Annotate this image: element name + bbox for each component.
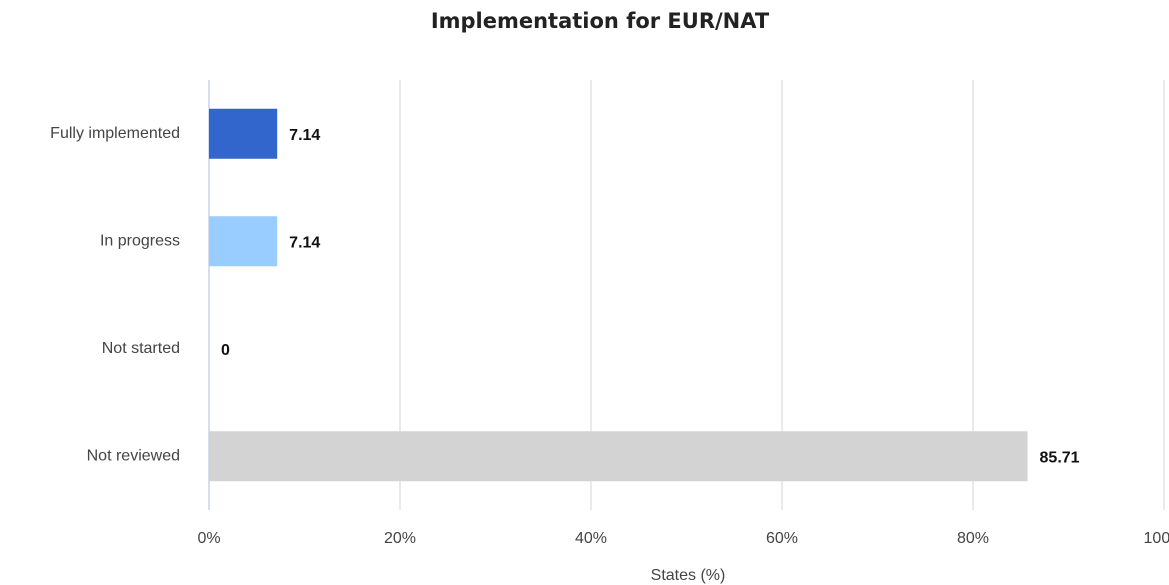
data-label: 85.71 (1040, 449, 1080, 466)
data-label: 0 (221, 342, 230, 359)
bar (209, 216, 278, 267)
y-tick-label: Fully implemented (50, 125, 180, 142)
x-tick-label: 60% (766, 530, 798, 547)
x-tick-label: 80% (957, 530, 989, 547)
data-label: 7.14 (289, 127, 320, 144)
x-axis-label: States (%) (651, 567, 726, 584)
x-tick-label: 100% (1144, 530, 1169, 547)
bar (209, 431, 1028, 482)
x-tick-label: 20% (384, 530, 416, 547)
bar (209, 108, 278, 159)
y-tick-label: Not reviewed (87, 447, 180, 464)
x-tick-label: 40% (575, 530, 607, 547)
y-tick-label: In progress (100, 232, 180, 249)
chart-title: Implementation for EUR/NAT (431, 9, 770, 33)
y-tick-label: Not started (102, 340, 180, 357)
x-tick-label: 0% (197, 530, 220, 547)
data-label: 7.14 (289, 234, 320, 251)
